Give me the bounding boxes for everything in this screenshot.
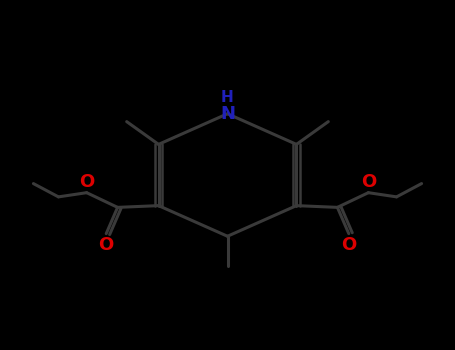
- Text: H: H: [221, 90, 234, 105]
- Text: O: O: [79, 173, 94, 191]
- Text: O: O: [341, 236, 356, 254]
- Text: O: O: [361, 173, 376, 191]
- Text: N: N: [220, 105, 235, 123]
- Text: O: O: [99, 236, 114, 254]
